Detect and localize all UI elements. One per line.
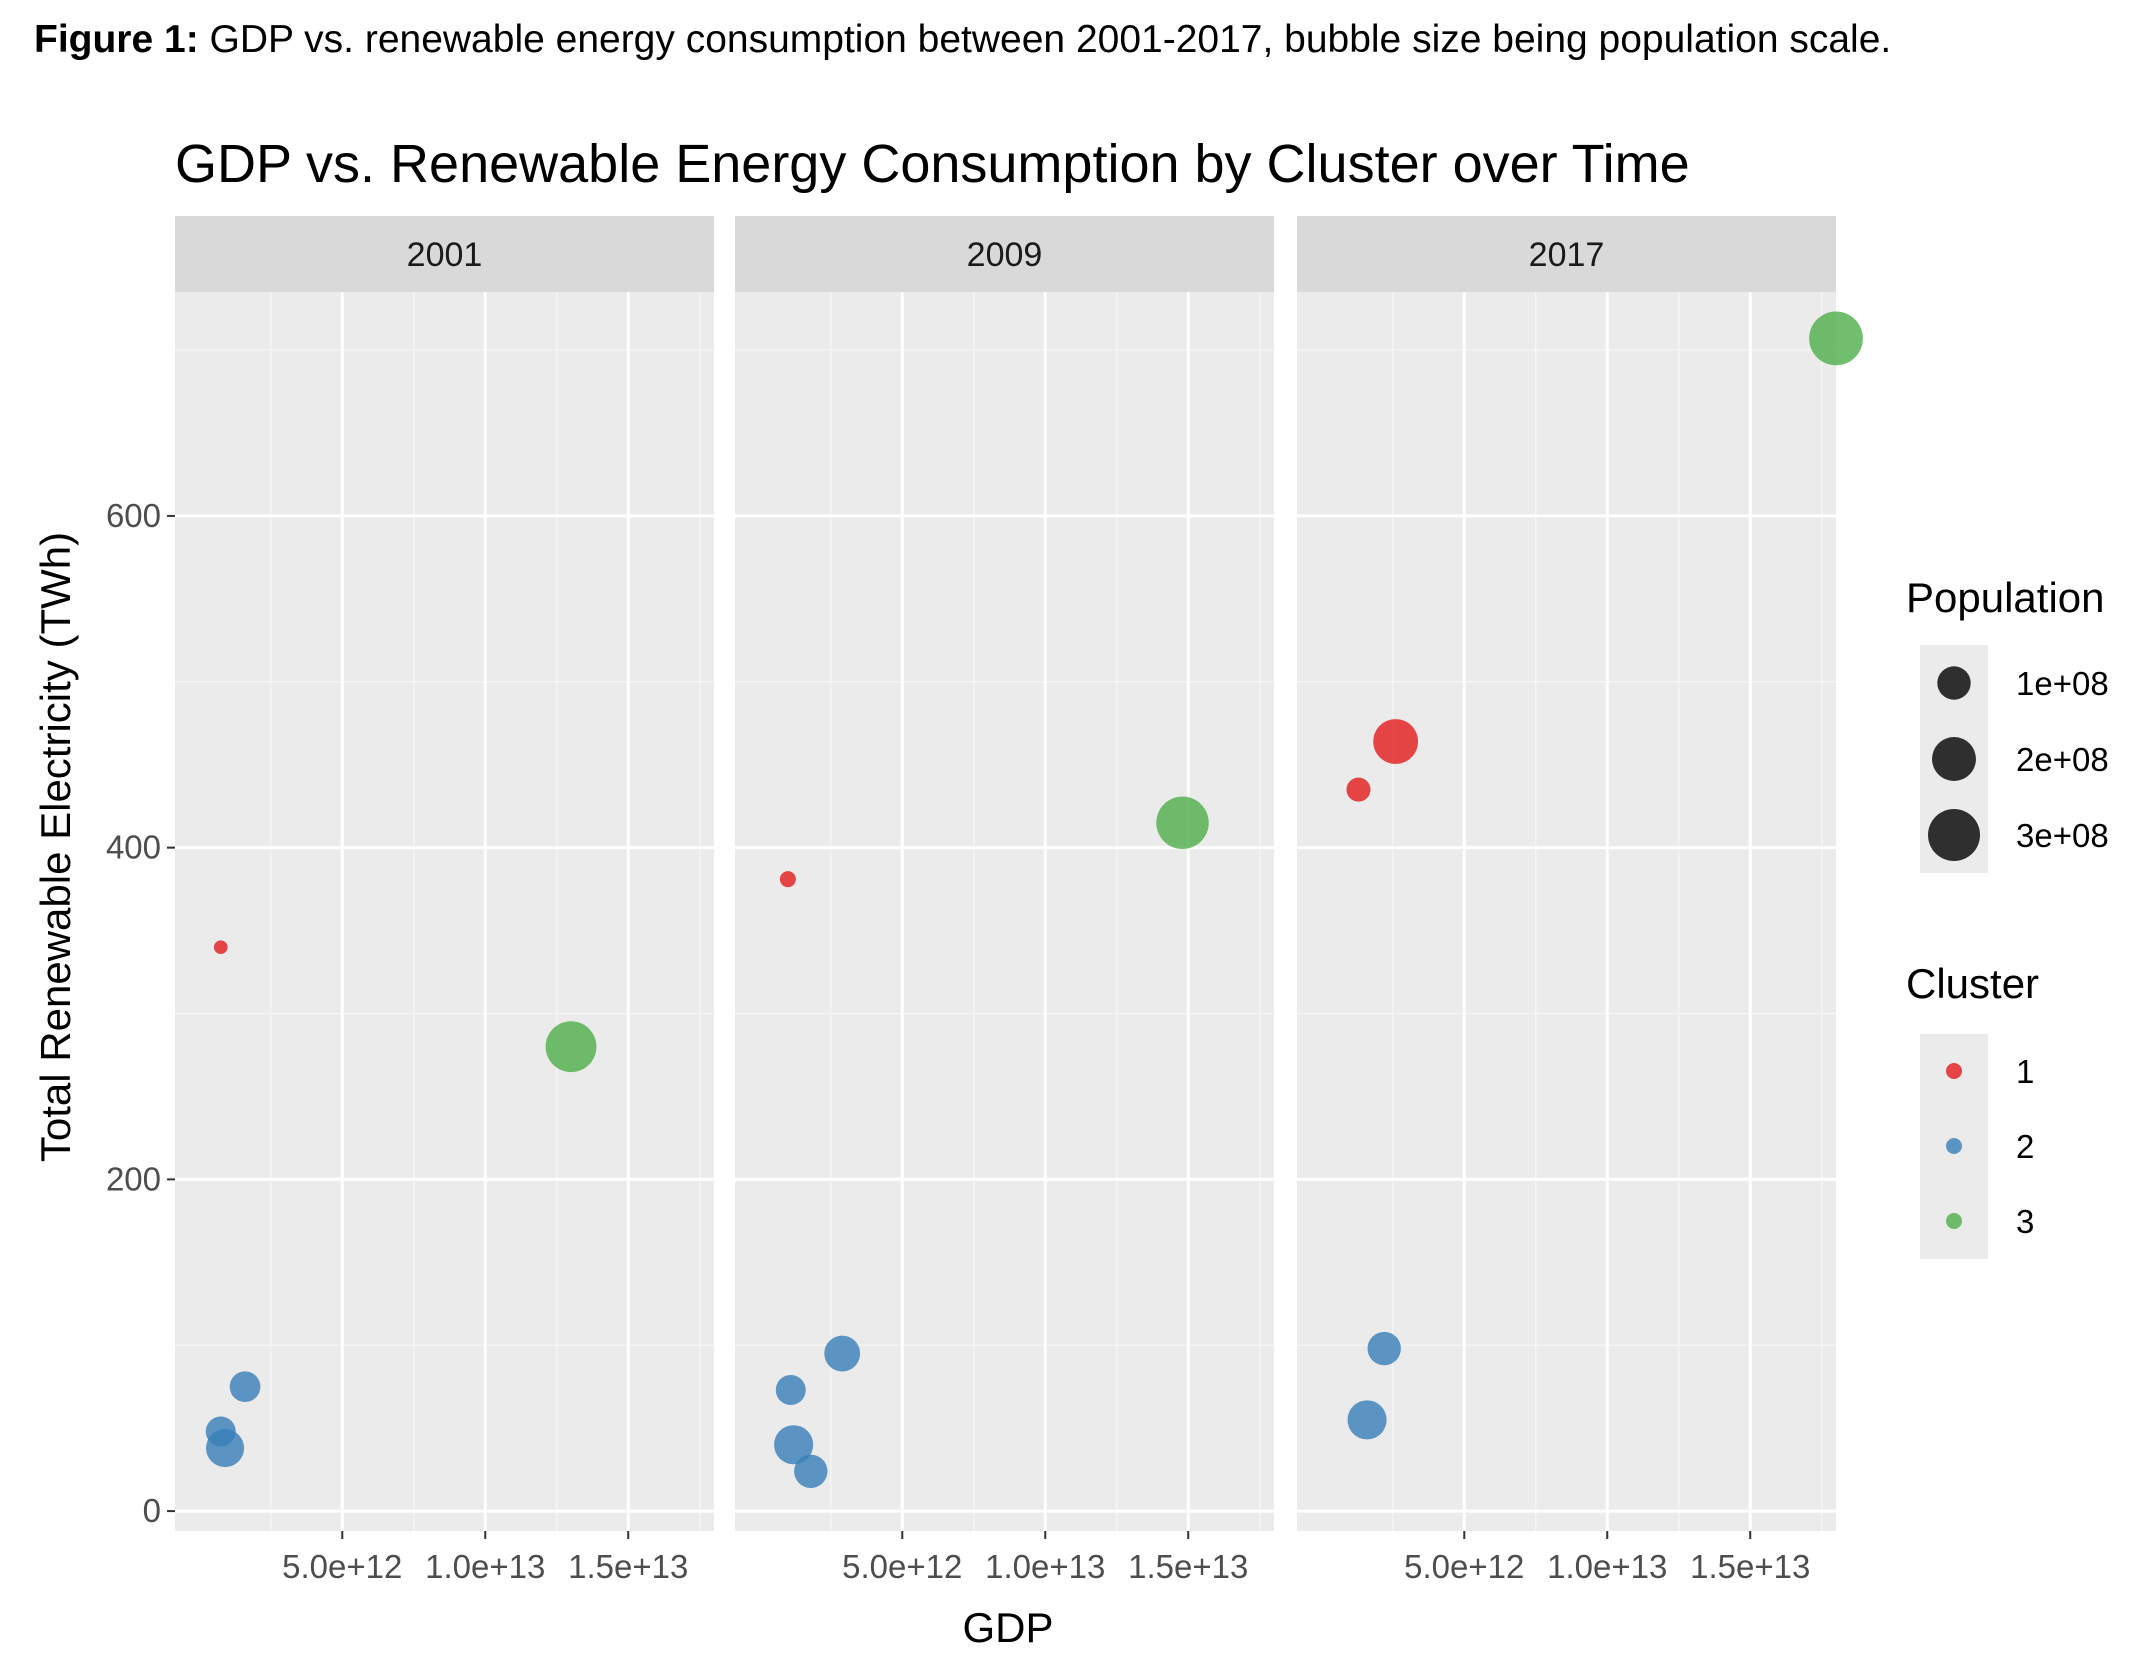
legend-cluster-swatch [1946,1063,1962,1079]
legend-population-swatch [1932,737,1976,781]
legend-population-label: 2e+08 [2016,741,2109,778]
panel-background [1297,292,1836,1531]
y-axis-label: Total Renewable Electricity (TWh) [32,532,79,1162]
figure-caption-text: GDP vs. renewable energy consumption bet… [198,18,1892,61]
y-axis: 0 200 400 600 [106,497,175,1529]
data-point-cluster-1 [1373,719,1419,764]
data-point-cluster-2 [205,1416,236,1447]
data-point-cluster-3 [545,1021,597,1073]
legend-population: Population 1e+08 2e+08 3e+08 [1906,574,2109,873]
facet-panel-2001: 2001 [175,216,714,1531]
legend-cluster-swatch [1946,1138,1962,1154]
data-point-cluster-2 [1367,1331,1401,1366]
x-tick-label: 1.0e+13 [985,1548,1105,1585]
x-tick-label: 1.5e+13 [1128,1548,1248,1585]
data-point-cluster-3 [1156,796,1209,850]
panel-background [735,292,1274,1531]
facet-label: 2001 [407,236,483,274]
data-point-cluster-2 [824,1335,861,1372]
legend-cluster: Cluster 1 2 3 [1906,960,2039,1259]
legend-population-title: Population [1906,574,2105,621]
facet-strip [175,216,714,292]
legend-cluster-label: 1 [2016,1053,2034,1090]
data-point-cluster-1 [213,940,228,955]
data-point-cluster-2 [774,1425,814,1465]
data-point-cluster-2 [1347,1400,1387,1440]
y-tick-label: 600 [106,497,161,534]
data-point-cluster-2 [794,1454,828,1488]
legend-population-label: 1e+08 [2016,665,2109,702]
x-tick-label: 1.0e+13 [1547,1548,1667,1585]
data-point-cluster-3 [1809,311,1863,366]
x-tick-label: 1.0e+13 [425,1548,545,1585]
legend-population-swatch [1937,666,1971,700]
data-point-cluster-1 [1346,777,1371,802]
facet-panel-2017: 2017 [1297,216,1863,1531]
y-tick-label: 0 [143,1492,161,1529]
legend-cluster-swatch [1946,1213,1962,1229]
figure-caption-label: Figure 1: [34,18,199,61]
y-tick-label: 200 [106,1160,161,1197]
facet-panel-2009: 2009 [735,216,1274,1531]
x-tick-label: 5.0e+12 [1404,1548,1524,1585]
legend-cluster-label: 3 [2016,1203,2034,1240]
legend-cluster-label: 2 [2016,1128,2034,1165]
facet-strip [1297,216,1836,292]
legend-population-swatch [1928,809,1980,861]
x-tick-label: 5.0e+12 [282,1548,402,1585]
facet-panels: 2001 2009 2017 [175,216,1863,1531]
facet-label: 2009 [967,236,1043,274]
facet-strip [735,216,1274,292]
legend-cluster-title: Cluster [1906,960,2039,1007]
panel-background [175,292,714,1531]
data-point-cluster-2 [229,1371,261,1403]
x-axis-label: GDP [962,1604,1053,1651]
figure-caption: Figure 1: GDP vs. renewable energy consu… [34,18,1891,62]
x-tick-label: 5.0e+12 [842,1548,962,1585]
y-tick-label: 400 [106,829,161,866]
data-point-cluster-1 [779,871,796,888]
x-axes: 5.0e+12 1.0e+13 1.5e+13 5.0e+12 1.0e+13 1.5e+… [282,1531,1810,1585]
x-tick-label: 1.5e+13 [568,1548,688,1585]
legend-population-label: 3e+08 [2016,817,2109,854]
facet-label: 2017 [1529,236,1605,274]
data-point-cluster-2 [775,1375,806,1406]
x-tick-label: 1.5e+13 [1690,1548,1810,1585]
chart-title: GDP vs. Renewable Energy Consumption by … [175,134,1690,194]
